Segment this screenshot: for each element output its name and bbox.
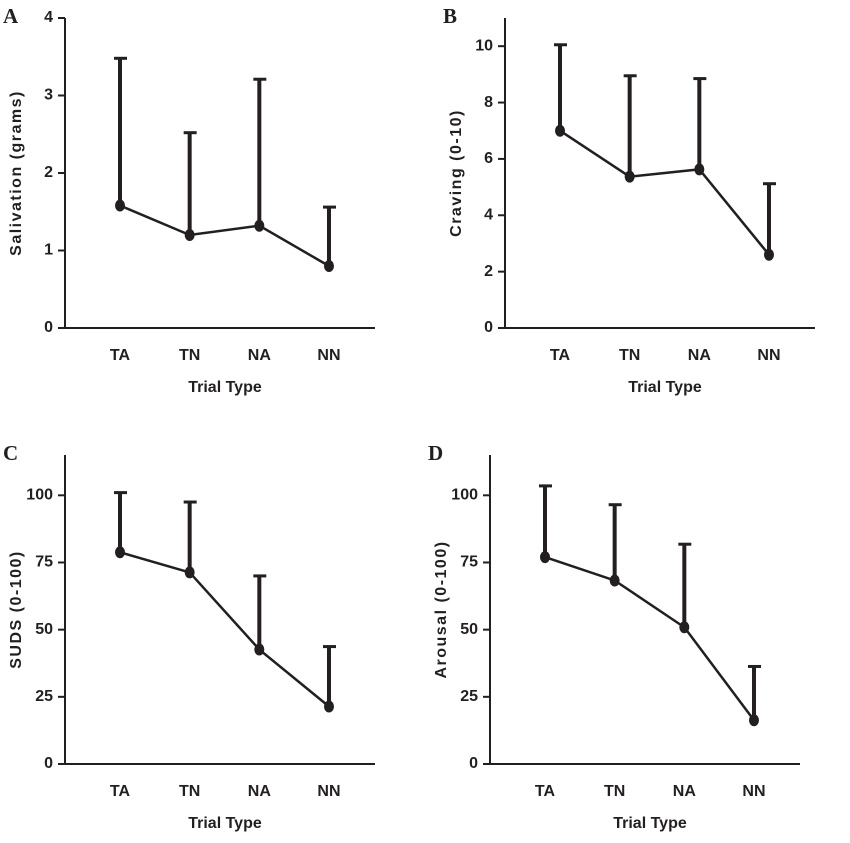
error-bar: [114, 491, 127, 553]
x-tick-label: TN: [604, 783, 625, 800]
y-tick-label: 100: [26, 487, 53, 504]
y-tick-label: 75: [460, 554, 478, 571]
error-bar: [693, 77, 707, 170]
data-point: [184, 566, 195, 579]
data-point: [624, 170, 635, 183]
data-point: [763, 248, 774, 261]
data-line: [119, 551, 330, 708]
data-point: [748, 714, 759, 727]
x-tick-label: TN: [619, 347, 640, 364]
y-tick-label: 10: [475, 37, 493, 54]
panel: A 0 1 2 3 4 Salivation (grams) Trial Type TA TN NA…: [3, 4, 375, 396]
panel-letter: C: [3, 441, 18, 465]
x-tick-label: TA: [110, 347, 131, 364]
data-point: [323, 700, 334, 713]
error-bar: [322, 645, 336, 707]
error-bar: [322, 205, 336, 266]
x-tick-label: NN: [317, 783, 340, 800]
y-tick-label: 50: [35, 621, 53, 638]
y-tick-label: 8: [484, 94, 493, 111]
y-tick-label: 2: [44, 164, 53, 181]
x-tick-label: NA: [673, 783, 697, 800]
y-tick-label: 4: [484, 206, 493, 223]
data-point: [540, 551, 550, 564]
data-point: [184, 229, 195, 241]
y-axis-label: Arousal (0-100): [433, 540, 450, 678]
error-bar: [539, 484, 552, 558]
x-axis-label: Trial Type: [188, 379, 262, 396]
y-tick-label: 50: [460, 621, 478, 638]
panel: B 0 2 4 6 8 10 Craving (0-10) Trial Type TA TN NA NN: [443, 4, 815, 396]
x-tick-label: TN: [179, 783, 200, 800]
panel-letter: D: [428, 441, 443, 465]
y-tick-label: 0: [44, 755, 53, 772]
data-line: [559, 129, 770, 256]
panel: C 0 25 50 75 100 SUDS (0-100) Trial Type TA TN NA N…: [3, 441, 375, 832]
panel-letter: B: [443, 4, 457, 28]
error-bar: [183, 500, 197, 573]
y-tick-label: 75: [35, 554, 53, 571]
data-point: [555, 124, 565, 137]
x-tick-label: NN: [757, 347, 780, 364]
y-axis-label: Craving (0-10): [448, 109, 465, 237]
x-tick-label: NN: [742, 783, 765, 800]
y-tick-label: 1: [44, 242, 53, 259]
y-tick-label: 0: [484, 319, 493, 336]
y-axis-label: SUDS (0-100): [8, 550, 25, 668]
data-point: [694, 163, 705, 176]
error-bar: [554, 43, 567, 131]
panel-letter: A: [3, 4, 19, 28]
x-tick-label: NA: [248, 347, 272, 364]
x-tick-label: NA: [688, 347, 712, 364]
y-axis-label: Salivation (grams): [8, 90, 25, 256]
error-bar: [678, 542, 692, 628]
data-point: [323, 260, 334, 272]
x-tick-label: NN: [317, 347, 340, 364]
data-point: [254, 219, 265, 232]
error-bar: [608, 503, 622, 581]
x-axis-label: Trial Type: [613, 815, 687, 832]
error-bar: [253, 77, 267, 226]
x-axis-label: Trial Type: [628, 379, 702, 396]
y-tick-label: 0: [44, 319, 53, 336]
x-tick-label: TN: [179, 347, 200, 364]
y-tick-label: 25: [460, 688, 478, 705]
data-point: [609, 574, 620, 587]
error-bar: [762, 182, 776, 255]
y-tick-label: 6: [484, 150, 493, 167]
error-bar: [114, 56, 127, 206]
y-tick-label: 100: [451, 487, 478, 504]
data-point: [115, 546, 125, 559]
data-point: [254, 643, 265, 656]
error-bar: [747, 664, 761, 721]
data-point: [679, 621, 690, 634]
x-tick-label: TA: [535, 783, 556, 800]
panel: D 0 25 50 75 100 Arousal (0-100) Trial Type TA TN…: [428, 441, 800, 832]
error-bar: [183, 131, 197, 235]
data-line: [119, 204, 330, 268]
y-tick-label: 3: [44, 87, 53, 104]
x-axis-label: Trial Type: [188, 815, 262, 832]
x-tick-label: NA: [248, 783, 272, 800]
y-tick-label: 4: [44, 9, 53, 26]
x-tick-label: TA: [550, 347, 571, 364]
x-tick-label: TA: [110, 783, 131, 800]
error-bar: [623, 74, 637, 177]
data-line: [544, 555, 755, 721]
data-point: [115, 199, 125, 212]
y-tick-label: 0: [469, 755, 478, 772]
y-tick-label: 25: [35, 688, 53, 705]
y-tick-label: 2: [484, 263, 493, 280]
error-bar: [253, 574, 267, 650]
